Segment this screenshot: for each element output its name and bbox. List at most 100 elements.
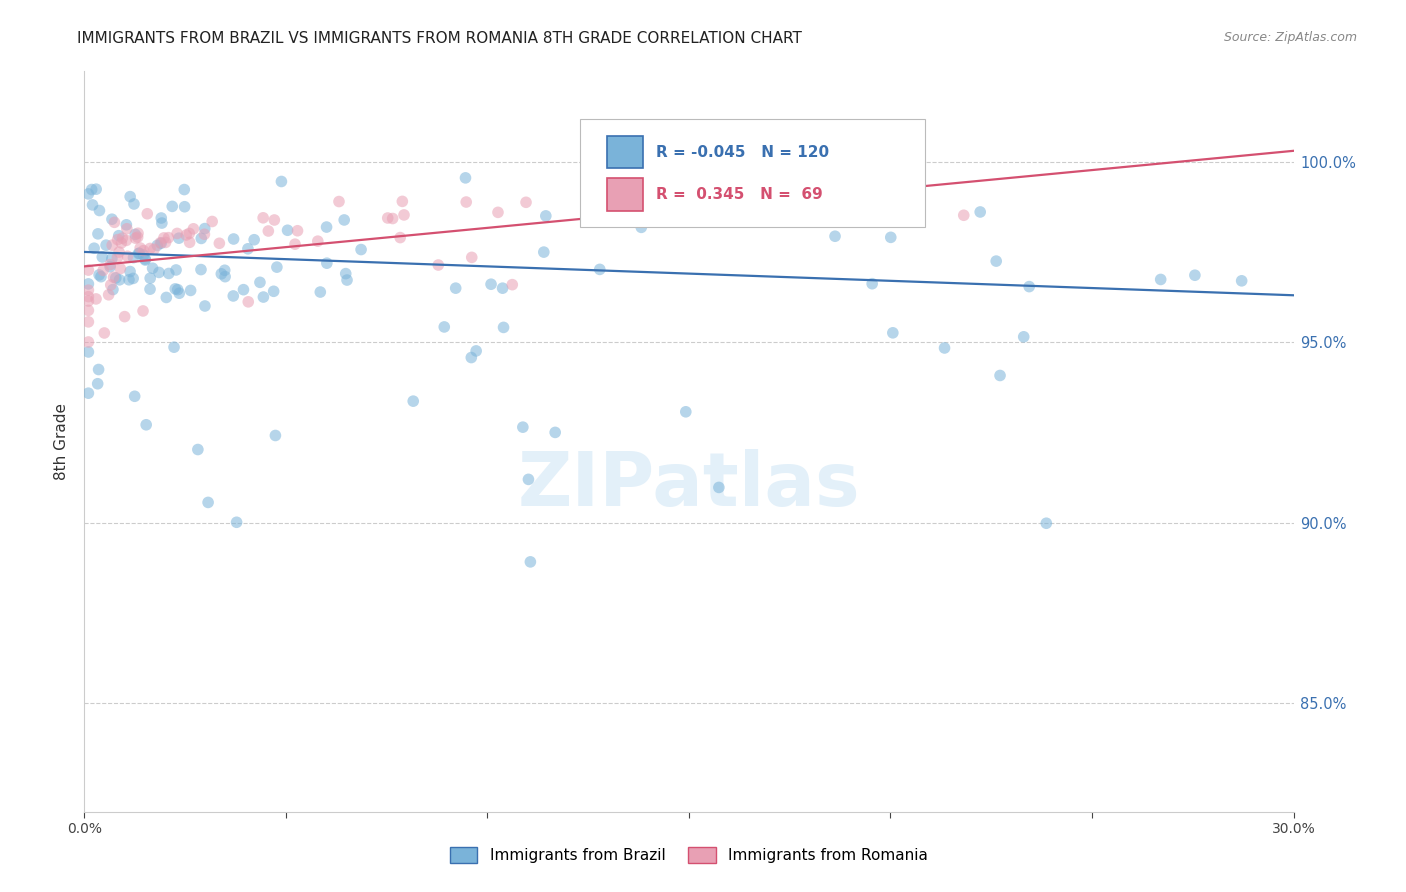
Point <box>263 213 285 227</box>
Point <box>115 221 138 235</box>
Point <box>94 238 117 252</box>
Point <box>90 269 112 284</box>
Point <box>1035 516 1057 531</box>
Point <box>84 182 107 196</box>
Point <box>101 212 124 227</box>
Point <box>444 281 467 295</box>
Point <box>697 201 720 215</box>
Point <box>197 495 219 509</box>
Point <box>97 287 120 301</box>
Point <box>263 285 285 299</box>
Point <box>155 235 177 250</box>
Point <box>214 269 236 284</box>
Point <box>110 261 132 276</box>
Point <box>165 263 187 277</box>
Point <box>103 270 125 285</box>
Point <box>165 282 187 296</box>
Point <box>179 235 201 250</box>
Point <box>77 345 100 359</box>
Point <box>209 267 232 281</box>
Point <box>153 231 176 245</box>
Point <box>433 320 456 334</box>
Point <box>101 238 124 252</box>
Point <box>391 194 413 209</box>
Point <box>252 290 274 304</box>
Point <box>225 516 247 530</box>
Point <box>107 233 129 247</box>
Point <box>988 368 1011 383</box>
Point <box>77 293 100 308</box>
Point <box>124 389 146 403</box>
Point <box>952 208 974 222</box>
Point <box>402 394 425 409</box>
FancyBboxPatch shape <box>581 120 925 227</box>
Point <box>77 290 100 304</box>
Point <box>150 236 173 251</box>
Point <box>104 271 127 285</box>
Point <box>491 281 513 295</box>
Point <box>84 292 107 306</box>
Point <box>173 183 195 197</box>
Point <box>1150 272 1173 286</box>
Point <box>146 238 169 252</box>
Y-axis label: 8th Grade: 8th Grade <box>53 403 69 480</box>
Point <box>335 267 357 281</box>
Point <box>392 208 415 222</box>
Point <box>129 241 152 255</box>
Point <box>120 264 142 278</box>
Point <box>77 303 100 318</box>
Point <box>479 277 502 292</box>
Point <box>91 250 114 264</box>
Point <box>986 254 1008 268</box>
Point <box>880 230 903 244</box>
Point <box>544 425 567 440</box>
Point <box>315 256 337 270</box>
Point <box>132 304 155 318</box>
Point <box>460 351 482 365</box>
Point <box>120 189 142 203</box>
Point <box>315 220 337 235</box>
Point <box>93 326 115 340</box>
Point <box>517 472 540 486</box>
Point <box>427 258 450 272</box>
Point <box>252 211 274 225</box>
Point <box>1230 274 1253 288</box>
Point <box>77 186 100 201</box>
Point <box>309 285 332 299</box>
Point <box>969 205 991 219</box>
Point <box>87 268 110 282</box>
Point <box>350 243 373 257</box>
Point <box>148 265 170 279</box>
Point <box>77 263 100 277</box>
Point <box>860 277 883 291</box>
Point <box>183 222 205 236</box>
Point <box>179 227 201 241</box>
Point <box>139 242 162 256</box>
Point <box>707 480 730 494</box>
Point <box>122 197 145 211</box>
Point <box>381 211 404 226</box>
Point <box>515 195 537 210</box>
Point <box>456 194 478 209</box>
Point <box>98 260 121 274</box>
Point <box>128 246 150 260</box>
Point <box>103 215 125 229</box>
FancyBboxPatch shape <box>607 178 643 211</box>
Point <box>162 199 184 213</box>
Point <box>270 174 292 188</box>
Point <box>675 405 697 419</box>
Point <box>264 428 287 442</box>
Point <box>117 249 139 263</box>
Point <box>174 227 197 242</box>
Text: Source: ZipAtlas.com: Source: ZipAtlas.com <box>1223 31 1357 45</box>
Point <box>86 376 108 391</box>
Point <box>328 194 350 209</box>
Point <box>136 207 159 221</box>
Point <box>77 277 100 291</box>
Point <box>115 218 138 232</box>
Point <box>142 261 165 276</box>
Point <box>82 198 104 212</box>
Point <box>111 231 134 245</box>
Point <box>127 230 149 244</box>
Point <box>107 251 129 265</box>
